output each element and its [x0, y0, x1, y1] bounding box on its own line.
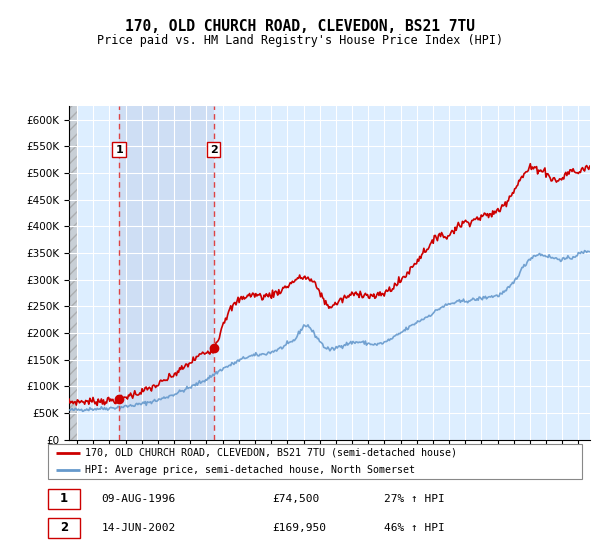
Text: 170, OLD CHURCH ROAD, CLEVEDON, BS21 7TU (semi-detached house): 170, OLD CHURCH ROAD, CLEVEDON, BS21 7TU… — [85, 448, 457, 458]
FancyBboxPatch shape — [48, 517, 80, 538]
Text: 1: 1 — [60, 492, 68, 505]
Bar — [119, 106, 214, 440]
Text: 1: 1 — [115, 144, 123, 155]
Text: 2: 2 — [60, 521, 68, 534]
Text: Price paid vs. HM Land Registry's House Price Index (HPI): Price paid vs. HM Land Registry's House … — [97, 34, 503, 47]
Text: 27% ↑ HPI: 27% ↑ HPI — [385, 494, 445, 503]
Bar — [69, 106, 77, 440]
FancyBboxPatch shape — [48, 488, 80, 508]
Text: 170, OLD CHURCH ROAD, CLEVEDON, BS21 7TU: 170, OLD CHURCH ROAD, CLEVEDON, BS21 7TU — [125, 20, 475, 34]
Text: 46% ↑ HPI: 46% ↑ HPI — [385, 523, 445, 533]
Text: HPI: Average price, semi-detached house, North Somerset: HPI: Average price, semi-detached house,… — [85, 465, 415, 475]
Text: £169,950: £169,950 — [272, 523, 326, 533]
Text: 2: 2 — [210, 144, 218, 155]
Text: £74,500: £74,500 — [272, 494, 320, 503]
FancyBboxPatch shape — [48, 444, 582, 479]
Text: 09-AUG-1996: 09-AUG-1996 — [101, 494, 176, 503]
Text: 14-JUN-2002: 14-JUN-2002 — [101, 523, 176, 533]
